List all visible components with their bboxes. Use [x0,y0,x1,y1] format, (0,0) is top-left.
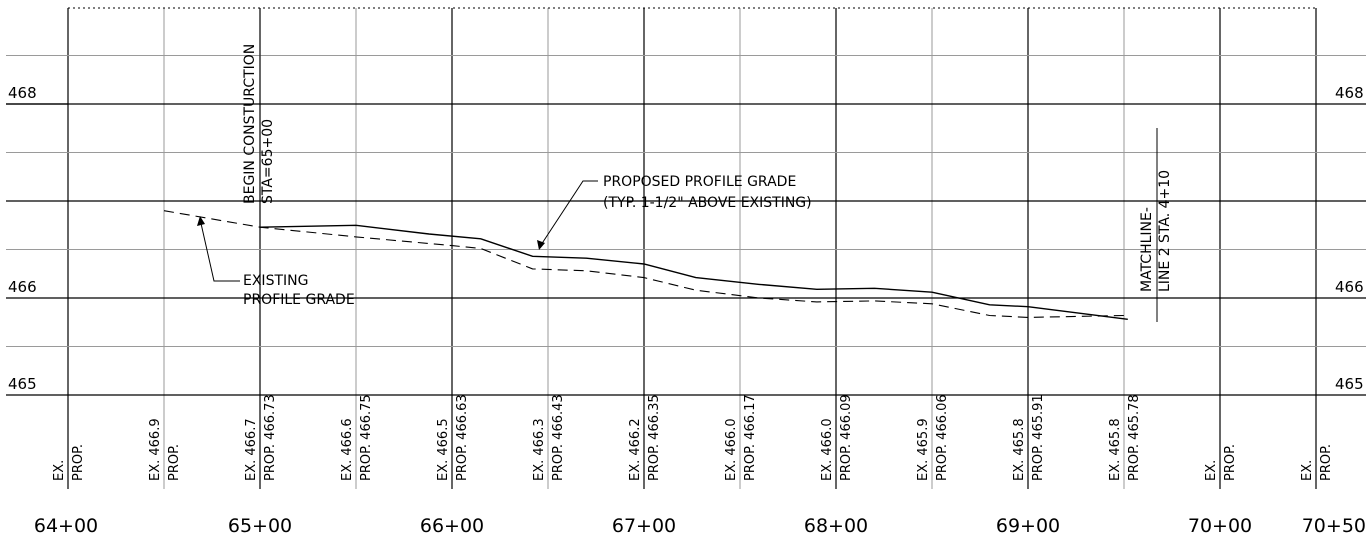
proposed-elevation-cell: PROP. 466.63 [455,394,470,481]
proposed-elevation-cell: PROP. [71,444,86,481]
existing-profile-line [163,210,1129,320]
elevation-label-right: 468 [1335,84,1364,102]
existing-grade-label: EXISTING [243,273,308,289]
proposed-elevation-cell: PROP. 465.78 [1127,394,1142,481]
existing-grade-label-2: PROFILE GRADE [243,292,355,308]
existing-elevation-cell: EX. 465.8 [1108,418,1123,481]
proposed-grade-note: (TYP. 1-1/2" ABOVE EXISTING) [603,195,812,211]
station-label: 70+00 [1188,515,1252,537]
proposed-grade-leader [538,180,598,249]
existing-elevation-cell: EX. 465.9 [916,418,931,481]
existing-elevation-cell: EX. 466.7 [244,418,259,481]
proposed-grade-callout: PROPOSED PROFILE GRADE (TYP. 1-1/2" ABOV… [537,174,812,250]
station-label: 68+00 [804,515,868,537]
proposed-elevation-cell: PROP. 466.35 [647,394,662,481]
elevation-label-left: 466 [8,278,37,296]
existing-elevation-cell: EX. 466.0 [820,418,835,481]
station-label: 70+50 [1302,515,1366,537]
begin-construction-station: STA=65+00 [260,119,276,204]
existing-grade-callout: EXISTING PROFILE GRADE [197,216,355,308]
proposed-grade-arrowhead [537,240,545,250]
proposed-elevation-cell: PROP. [1223,444,1238,481]
proposed-elevation-cell: PROP. 466.75 [359,394,374,481]
proposed-elevation-cell: PROP. 465.91 [1031,394,1046,481]
proposed-elevation-cell: PROP. 466.43 [551,394,566,481]
existing-elevation-cell: EX. 465.8 [1012,418,1027,481]
station-label: 66+00 [420,515,484,537]
begin-construction-label: BEGIN CONSTURCTION [242,44,258,204]
proposed-profile-line [259,224,1128,320]
begin-construction-callout: BEGIN CONSTURCTION STA=65+00 [242,8,276,226]
existing-elevation-cell: EX. 466.6 [340,418,355,481]
matchline-callout: MATCHLINE- LINE 2 STA. 4+10 [1139,128,1173,322]
elevation-label-right: 465 [1335,375,1364,393]
elevation-label-right: 466 [1335,278,1364,296]
existing-elevation-cell: EX. [1300,460,1315,481]
matchline-label: MATCHLINE- [1139,207,1155,292]
existing-elevation-cell: EX. [1204,460,1219,481]
existing-elevation-cell: EX. 466.3 [532,418,547,481]
proposed-elevation-cell: PROP. 466.17 [743,394,758,481]
proposed-elevation-cell: PROP. 466.73 [263,394,278,481]
data-columns: EX. PROP. EX. 466.9 PROP. EX. 466.7 PROP. 466… [52,394,1334,481]
matchline-station: LINE 2 STA. 4+10 [1157,170,1173,292]
station-labels: 64+00 65+00 66+00 67+00 68+00 69+00 70+00 70+50 [34,515,1366,537]
proposed-elevation-cell: PROP. [167,444,182,481]
grid-lines [6,7,1366,489]
elevation-label-left: 468 [8,84,37,102]
existing-elevation-cell: EX. 466.9 [148,418,163,481]
station-label: 65+00 [228,515,292,537]
proposed-elevation-cell: PROP. 466.06 [935,394,950,481]
elevation-labels: 468 468 466 466 465 465 [8,84,1364,393]
existing-grade-arrowhead [197,216,205,226]
proposed-grade-label: PROPOSED PROFILE GRADE [603,174,796,190]
existing-elevation-cell: EX. 466.2 [628,418,643,481]
elevation-label-left: 465 [8,375,37,393]
proposed-elevation-cell: PROP. 466.09 [839,394,854,481]
existing-grade-leader [199,218,240,282]
station-label: 69+00 [996,515,1060,537]
existing-elevation-cell: EX. [52,460,67,481]
station-label: 67+00 [612,515,676,537]
station-label: 64+00 [34,515,98,537]
existing-elevation-cell: EX. 466.0 [724,418,739,481]
existing-elevation-cell: EX. 466.5 [436,418,451,481]
proposed-elevation-cell: PROP. [1319,444,1334,481]
